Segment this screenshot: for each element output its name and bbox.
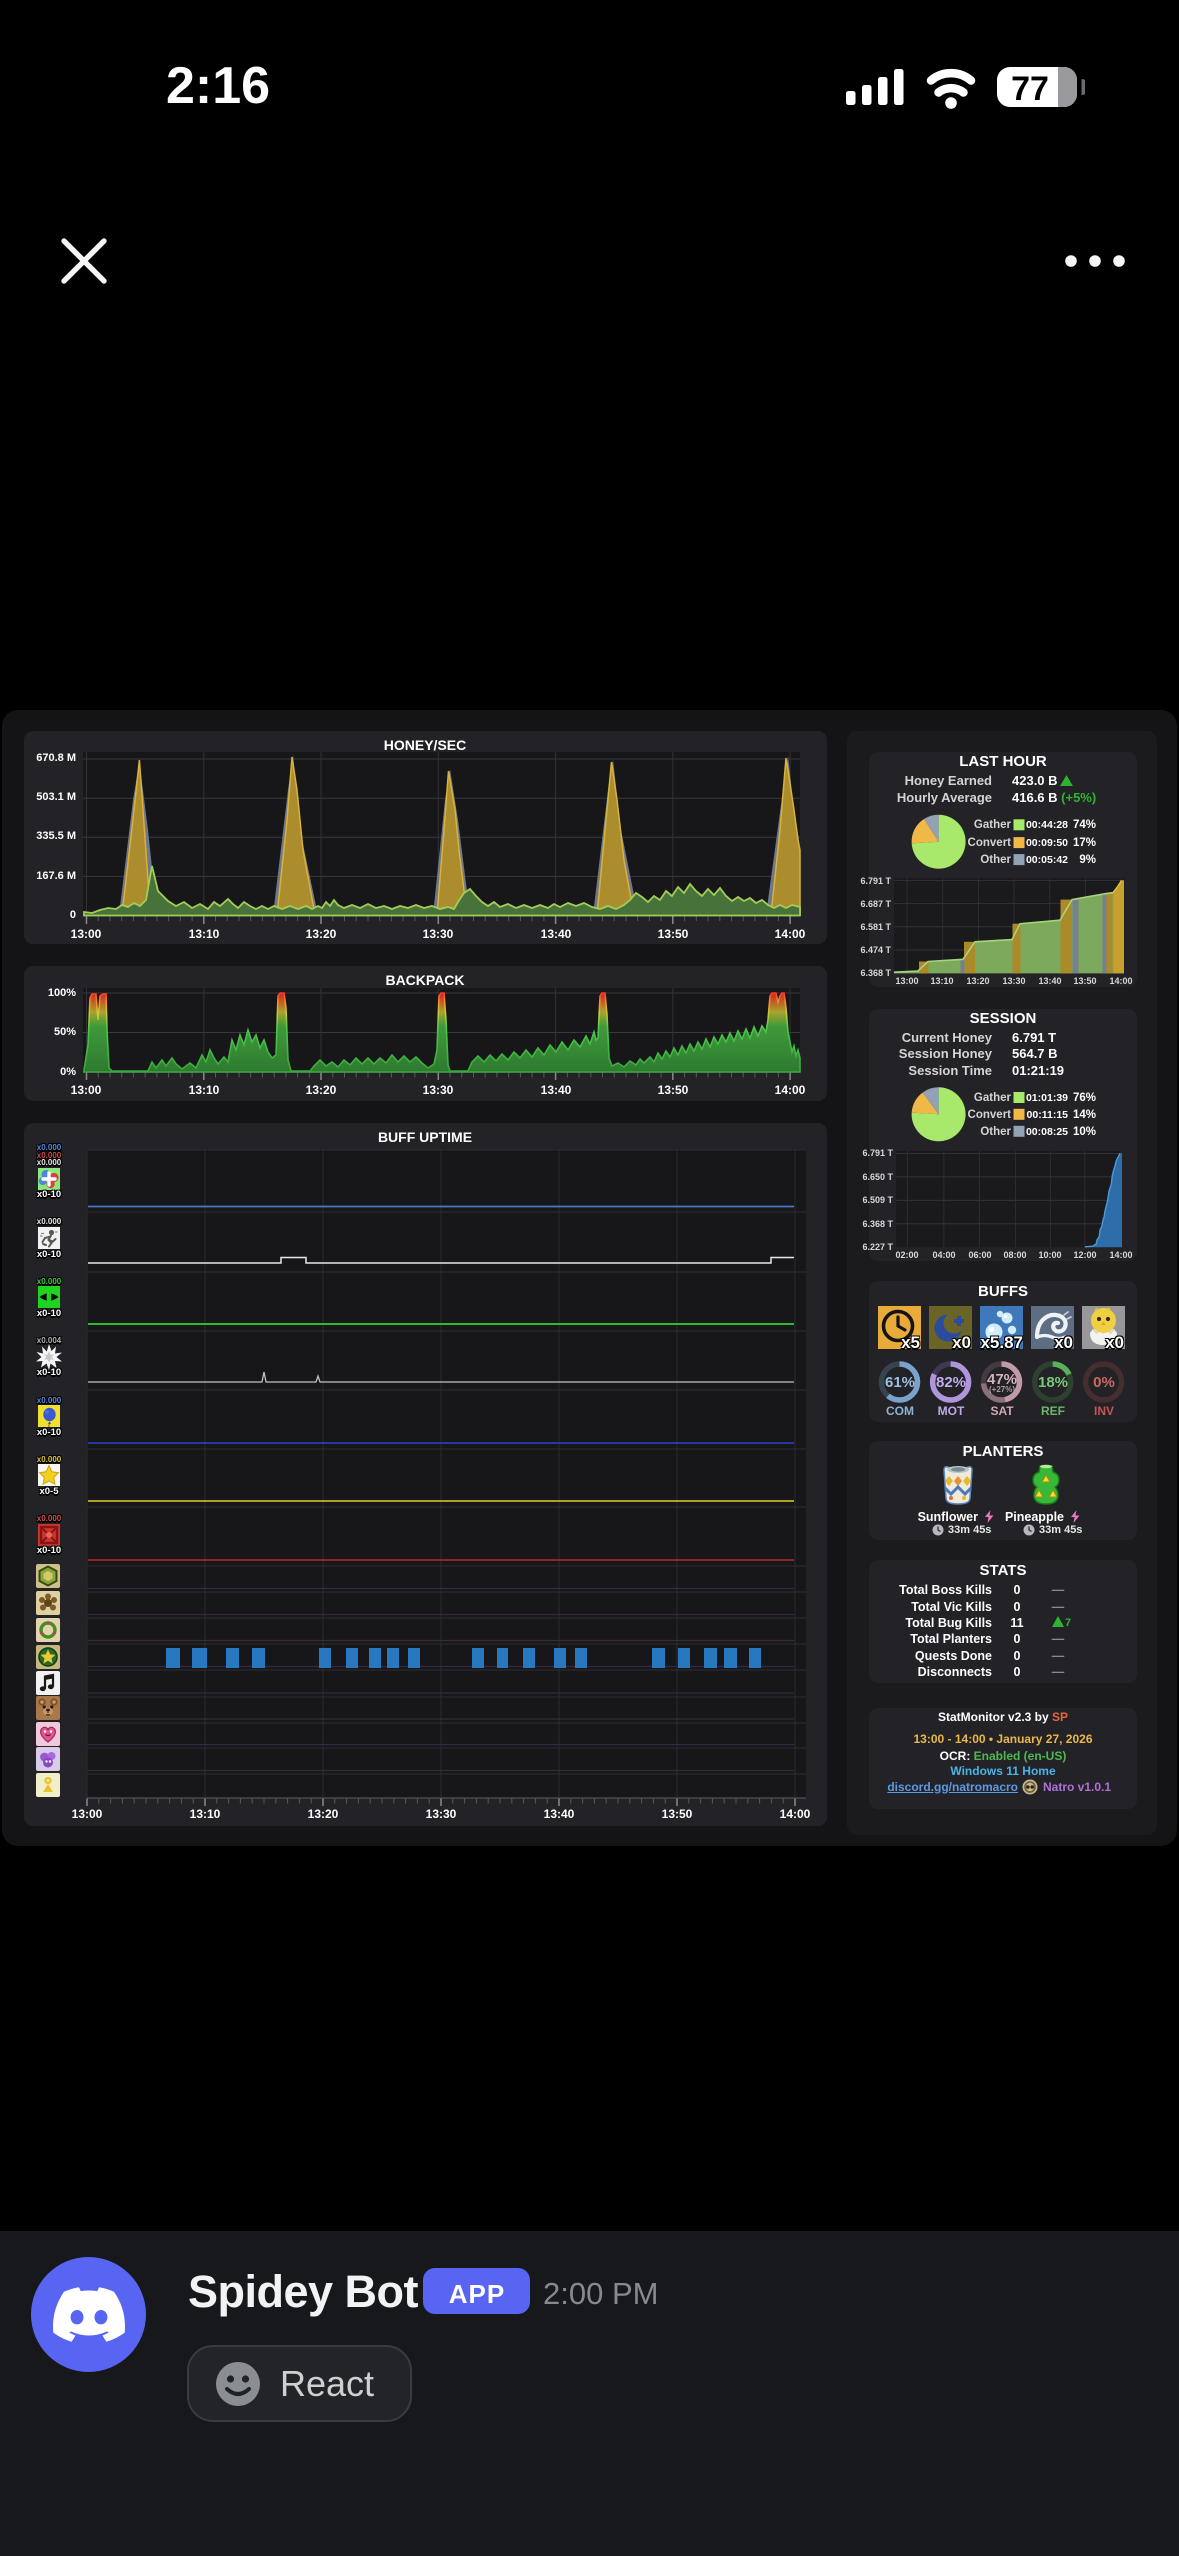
- svg-text:77: 77: [1011, 70, 1049, 108]
